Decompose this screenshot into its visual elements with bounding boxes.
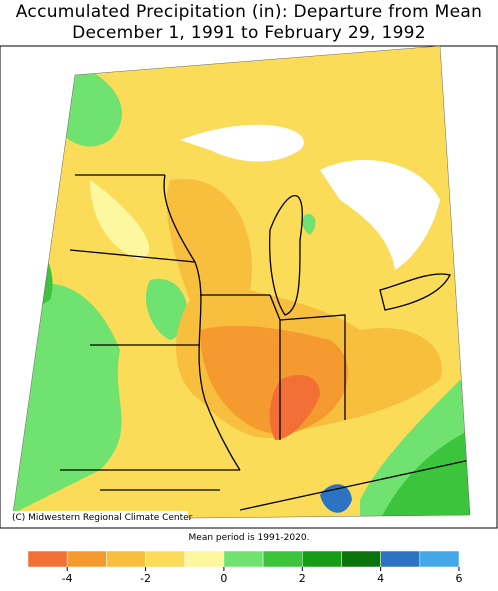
colorbar-bin xyxy=(262,550,303,568)
colorbar-label: 2 xyxy=(299,572,306,585)
colorbar-label: 6 xyxy=(456,572,463,585)
colorbar-bin xyxy=(184,550,225,568)
map: (C) Midwestern Regional Climate Center xyxy=(0,45,498,529)
colorbar-label: 0 xyxy=(220,572,227,585)
colorbar-bin xyxy=(106,550,146,568)
colorbar-bin xyxy=(419,550,460,568)
credit: (C) Midwestern Regional Climate Center xyxy=(12,513,193,523)
colorbar: -4 -2 0 2 4 6 xyxy=(27,550,463,585)
colorbar-label: -2 xyxy=(140,572,151,585)
colorbar-bin xyxy=(380,550,421,568)
colorbar-bin xyxy=(66,550,107,568)
subtitle: December 1, 1991 to February 29, 1992 xyxy=(72,23,426,43)
colorbar-bin xyxy=(145,550,185,568)
colorbar-bin xyxy=(341,550,381,568)
colorbar-bin xyxy=(27,550,68,568)
colorbar-bin xyxy=(302,550,342,568)
colorbar-label: -4 xyxy=(62,572,73,585)
title: Accumulated Precipitation (in): Departur… xyxy=(16,2,482,22)
colorbar-bin xyxy=(223,550,264,568)
colorbar-label: 4 xyxy=(377,572,384,585)
mean-period-note: Mean period is 1991-2020. xyxy=(189,533,310,543)
